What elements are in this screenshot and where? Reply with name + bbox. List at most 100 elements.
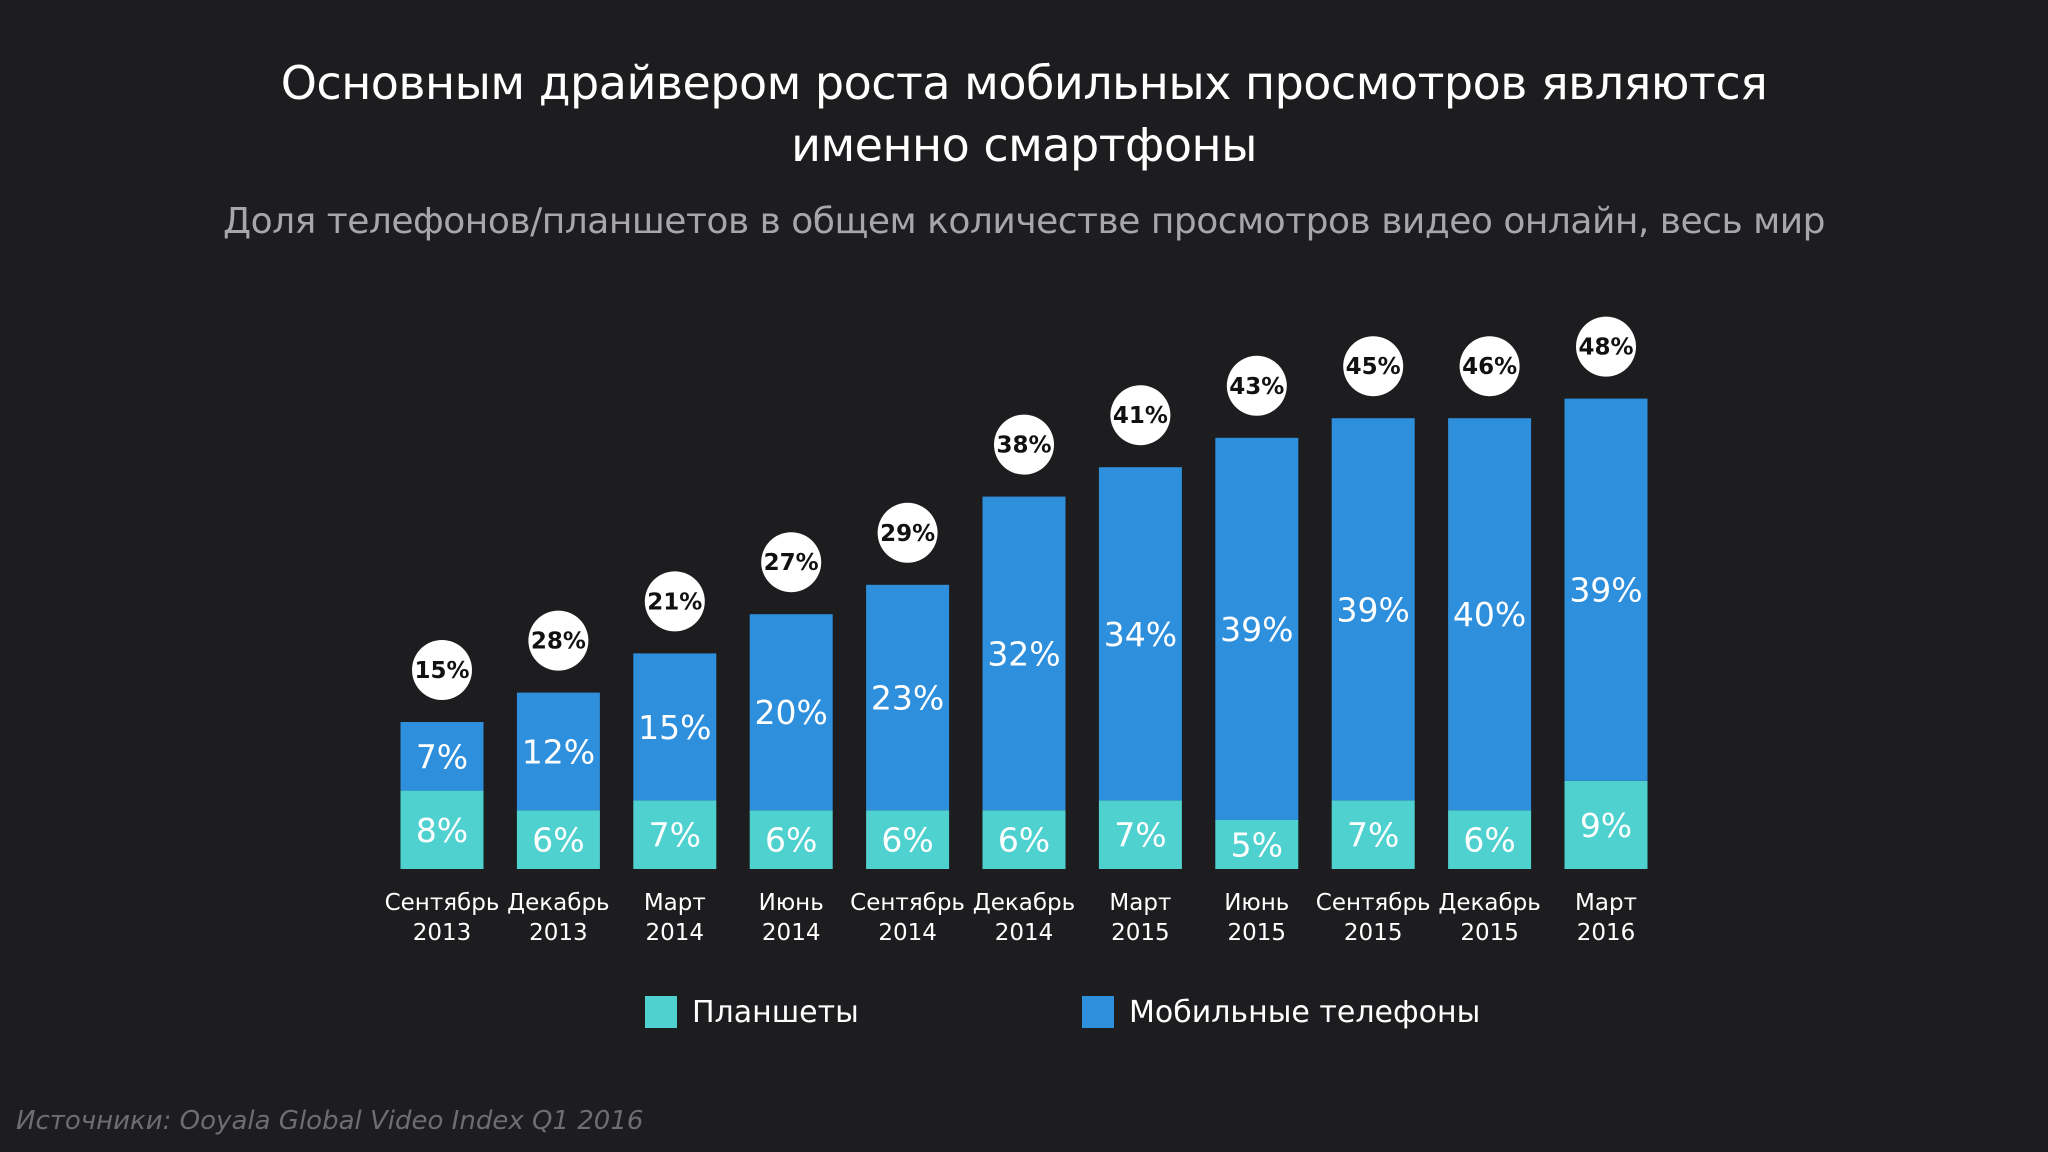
data-label-phones: 15% bbox=[638, 708, 711, 747]
legend-swatch-tablets bbox=[645, 996, 677, 1028]
x-tick-label-month: Декабрь bbox=[507, 890, 609, 916]
data-label-phones: 20% bbox=[755, 693, 828, 732]
chart-title-line-2: именно смартфоны bbox=[791, 118, 1257, 172]
bar-tablets bbox=[1448, 810, 1532, 869]
legend-swatch-phones bbox=[1082, 996, 1114, 1028]
bar-tablets bbox=[749, 810, 833, 869]
bar-phones bbox=[1331, 418, 1415, 801]
total-label: 27% bbox=[764, 550, 819, 576]
chart-subtitle: Доля телефонов/планшетов в общем количес… bbox=[222, 201, 1826, 242]
x-tick-label-month: Март bbox=[1575, 890, 1637, 916]
total-label: 38% bbox=[996, 433, 1051, 459]
x-tick-label-year: 2016 bbox=[1577, 920, 1636, 946]
bar-phones bbox=[1215, 437, 1299, 820]
data-label-tablets: 7% bbox=[1347, 816, 1399, 855]
x-tick-label-month: Декабрь bbox=[1438, 890, 1540, 916]
total-label: 29% bbox=[880, 521, 935, 547]
total-label: 21% bbox=[647, 589, 702, 615]
total-bubble bbox=[1576, 316, 1636, 377]
total-label: 45% bbox=[1346, 354, 1401, 380]
x-tick-label-year: 2015 bbox=[1460, 920, 1519, 946]
x-tick-label-year: 2015 bbox=[1344, 920, 1403, 946]
data-label-tablets: 8% bbox=[416, 811, 468, 850]
data-label-tablets: 7% bbox=[649, 816, 701, 855]
data-label-tablets: 6% bbox=[765, 821, 817, 860]
data-label-phones: 7% bbox=[416, 737, 468, 776]
total-bubble bbox=[412, 640, 472, 700]
bar-phones bbox=[982, 496, 1066, 811]
total-label: 15% bbox=[414, 658, 469, 684]
data-label-tablets: 7% bbox=[1114, 816, 1166, 855]
bar-phones bbox=[1564, 398, 1648, 781]
data-label-phones: 34% bbox=[1104, 615, 1177, 654]
bar-tablets bbox=[1098, 800, 1182, 869]
x-tick-label-month: Март bbox=[644, 890, 706, 916]
total-bubble bbox=[1110, 385, 1171, 446]
data-label-phones: 23% bbox=[871, 679, 944, 718]
bar-tablets bbox=[1331, 800, 1415, 869]
bar-phones bbox=[633, 653, 717, 801]
legend-item-phones: Мобильные телефоны bbox=[1082, 992, 1480, 1032]
data-label-tablets: 5% bbox=[1231, 826, 1283, 865]
bar-tablets bbox=[1564, 780, 1648, 869]
total-label: 41% bbox=[1113, 403, 1168, 429]
total-label: 43% bbox=[1229, 374, 1284, 400]
total-bubble bbox=[1459, 336, 1520, 397]
total-bubble bbox=[644, 571, 705, 632]
x-tick-label-year: 2014 bbox=[878, 920, 937, 946]
bar-phones bbox=[1098, 467, 1182, 801]
data-label-phones: 12% bbox=[522, 732, 595, 771]
source-note: Источники: Ooyala Global Video Index Q1 … bbox=[16, 1106, 644, 1136]
bar-tablets bbox=[633, 800, 717, 869]
data-label-phones: 39% bbox=[1569, 571, 1642, 610]
bar-tablets bbox=[982, 810, 1066, 869]
bar-phones bbox=[516, 692, 600, 811]
total-bubble bbox=[761, 532, 822, 593]
data-label-tablets: 6% bbox=[998, 821, 1050, 860]
x-tick-label-month: Сентябрь bbox=[385, 890, 500, 916]
bar-tablets bbox=[400, 790, 484, 869]
data-label-phones: 39% bbox=[1220, 610, 1293, 649]
x-tick-label-month: Июнь bbox=[759, 890, 824, 916]
total-bubble bbox=[1343, 336, 1404, 397]
x-tick-label-year: 2014 bbox=[762, 920, 821, 946]
x-tick-label-year: 2013 bbox=[529, 920, 588, 946]
data-label-tablets: 6% bbox=[881, 821, 933, 860]
legend-item-tablets: Планшеты bbox=[645, 992, 859, 1032]
legend-label-tablets: Планшеты bbox=[692, 994, 859, 1030]
x-tick-label-month: Сентябрь bbox=[850, 890, 965, 916]
x-tick-label-year: 2013 bbox=[413, 920, 472, 946]
x-tick-label-month: Декабрь bbox=[973, 890, 1075, 916]
x-tick-label-year: 2014 bbox=[995, 920, 1054, 946]
bar-phones bbox=[866, 584, 950, 811]
total-label: 46% bbox=[1462, 354, 1517, 380]
x-tick-label-month: Сентябрь bbox=[1316, 890, 1431, 916]
legend-label-phones: Мобильные телефоны bbox=[1129, 994, 1481, 1030]
bar-tablets bbox=[516, 810, 600, 869]
bar-tablets bbox=[866, 810, 950, 869]
data-label-phones: 39% bbox=[1337, 590, 1410, 629]
data-label-phones: 40% bbox=[1453, 595, 1526, 634]
data-label-phones: 32% bbox=[987, 634, 1060, 673]
x-tick-label-year: 2014 bbox=[646, 920, 705, 946]
total-bubble bbox=[877, 502, 938, 563]
bar-phones bbox=[400, 722, 484, 791]
x-tick-label-year: 2015 bbox=[1111, 920, 1170, 946]
bar-tablets bbox=[1215, 820, 1299, 869]
x-tick-label-month: Март bbox=[1109, 890, 1171, 916]
x-tick-label-month: Июнь bbox=[1224, 890, 1289, 916]
bar-phones bbox=[749, 614, 833, 811]
data-label-tablets: 6% bbox=[532, 821, 584, 860]
total-label: 28% bbox=[531, 629, 586, 655]
total-bubble bbox=[994, 414, 1054, 475]
chart-title: Основным драйвером роста мобильных просм… bbox=[0, 52, 2048, 176]
total-bubble bbox=[528, 610, 589, 671]
chart-title-line-1: Основным драйвером роста мобильных просм… bbox=[280, 56, 1768, 110]
total-label: 48% bbox=[1578, 335, 1633, 361]
x-tick-label-year: 2015 bbox=[1228, 920, 1287, 946]
data-label-tablets: 6% bbox=[1463, 821, 1515, 860]
total-bubble bbox=[1226, 355, 1287, 416]
bar-phones bbox=[1448, 418, 1532, 811]
data-label-tablets: 9% bbox=[1580, 806, 1632, 845]
